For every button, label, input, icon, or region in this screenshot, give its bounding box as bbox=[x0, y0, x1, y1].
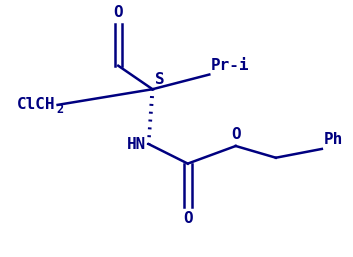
Text: Ph: Ph bbox=[324, 132, 343, 147]
Text: O: O bbox=[231, 127, 240, 142]
Text: 2: 2 bbox=[56, 103, 64, 116]
Text: ClCH: ClCH bbox=[17, 97, 56, 112]
Text: HN: HN bbox=[126, 136, 146, 152]
Text: O: O bbox=[113, 5, 123, 20]
Text: S: S bbox=[155, 72, 165, 87]
Text: O: O bbox=[183, 210, 193, 226]
Text: Pr-i: Pr-i bbox=[211, 58, 250, 72]
